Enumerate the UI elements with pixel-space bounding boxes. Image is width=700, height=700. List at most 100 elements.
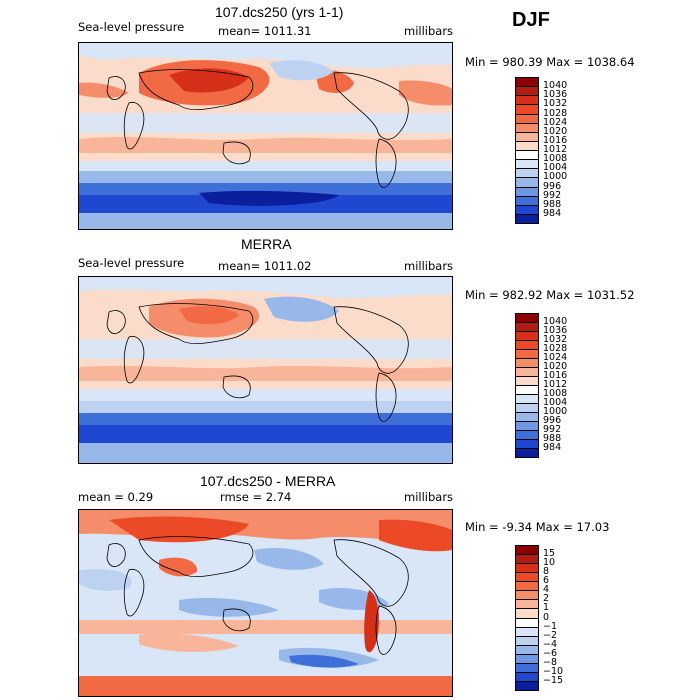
colorbar-swatch [515,177,539,188]
panel-2-mean: mean= 1011.02 [218,259,312,273]
colorbar-label: 984 [543,442,562,453]
panel-3-mean: mean = 0.29 [78,490,154,504]
colorbar-label: 996 [543,180,562,192]
colorbar-swatch [515,77,539,88]
colorbar-swatch [515,95,539,106]
colorbar-label: 10 [543,557,556,569]
colorbar-swatch [515,545,539,556]
colorbar-label: 15 [543,548,556,560]
colorbar-label: 1036 [543,89,568,101]
colorbar-swatch [515,113,539,124]
panel-2-minmax: Min = 982.92 Max = 1031.52 [465,288,635,302]
panel-3-colorbar: 15 10 8 6 4 2 1 0 −1 −2 −4 −6 −8 −10 −15 [515,545,595,691]
colorbar-label: 996 [543,415,562,426]
colorbar-label: 0 [543,611,550,623]
colorbar-swatch [515,617,539,628]
colorbar-label: 1016 [543,370,568,381]
colorbar-swatch [515,204,539,215]
colorbar-swatch [515,653,539,664]
colorbar-label: 6 [543,575,550,587]
panel-2-units: millibars [404,259,454,273]
colorbar-label: 1032 [543,98,568,110]
panel-1-mean: mean= 1011.31 [218,24,312,38]
colorbar-swatch [515,186,539,197]
panel-3-map [78,509,453,697]
colorbar-label: 1004 [543,162,568,174]
panel-2-left-label: Sea-level pressure [78,256,185,270]
colorbar-swatch [515,626,539,637]
colorbar-label: −4 [543,638,558,650]
colorbar-swatch [515,340,539,350]
colorbar-label: 1032 [543,334,568,345]
colorbar-swatch [515,412,539,422]
colorbar-swatch [515,635,539,646]
colorbar-label: 1000 [543,406,568,417]
colorbar-swatch [515,349,539,359]
panel-1-title: 107.dcs250 (yrs 1-1) [215,4,344,20]
colorbar-label: 1008 [543,153,568,165]
colorbar-swatch [515,322,539,332]
colorbar-label: 4 [543,584,550,596]
panel-2-colorbar: 1040 1036 1032 1028 1024 1020 1016 1012 1008 1004… [515,313,595,458]
colorbar-swatch [515,122,539,133]
colorbar-swatch [515,385,539,395]
colorbar-swatch [515,358,539,368]
colorbar-label: 1040 [543,316,568,327]
panel-2-contour-field [79,277,452,463]
colorbar-swatch [515,104,539,115]
colorbar-swatch [515,439,539,449]
panel-1-map [78,42,453,230]
colorbar-label: 1028 [543,343,568,354]
colorbar-label: −6 [543,647,558,659]
colorbar-swatch [515,159,539,170]
colorbar-label: 1020 [543,125,568,137]
colorbar-swatch [515,195,539,206]
colorbar-label: 1024 [543,352,568,363]
panel-1-minmax: Min = 980.39 Max = 1038.64 [465,55,635,69]
colorbar-label: −8 [543,656,558,668]
panel-1-contour-field [79,43,452,229]
colorbar-label: −1 [543,620,558,632]
colorbar-swatch [515,430,539,440]
colorbar-swatch [515,140,539,151]
colorbar-swatch [515,313,539,323]
colorbar-swatch [515,367,539,377]
colorbar-label: 1040 [543,80,568,92]
colorbar-label: 988 [543,433,562,444]
colorbar-label: 1 [543,602,550,614]
colorbar-label: 1000 [543,171,568,183]
colorbar-label: 8 [543,566,550,578]
colorbar-label: 1036 [543,325,568,336]
colorbar-label: 1012 [543,379,568,390]
colorbar-swatch [515,168,539,179]
colorbar-label: 1008 [543,388,568,399]
colorbar-label: −10 [543,665,564,677]
colorbar-swatch [515,150,539,161]
colorbar-swatch [515,608,539,619]
colorbar-swatch [515,213,539,224]
colorbar-label: −15 [543,674,564,686]
panel-3-rmse: rmse = 2.74 [220,490,292,504]
colorbar-label: 992 [543,424,562,435]
colorbar-label: 1016 [543,134,568,146]
panel-3-title: 107.dcs250 - MERRA [200,473,336,489]
colorbar-swatch [515,394,539,404]
colorbar-swatch [515,680,539,691]
colorbar-swatch [515,572,539,583]
colorbar-label: 984 [543,207,562,219]
panel-1-left-label: Sea-level pressure [78,20,185,34]
colorbar-label: 988 [543,198,562,210]
colorbar-label: 1020 [543,361,568,372]
colorbar-swatch [515,644,539,655]
colorbar-swatch [515,131,539,142]
colorbar-swatch [515,554,539,565]
colorbar-label: 1024 [543,116,568,128]
colorbar-label: −2 [543,629,558,641]
panel-3-minmax: Min = -9.34 Max = 17.03 [465,520,610,534]
colorbar-label: 1012 [543,144,568,155]
colorbar-label: 1028 [543,107,568,119]
colorbar-label: 1004 [543,397,568,408]
season-label: DJF [512,9,550,31]
colorbar-swatch [515,599,539,610]
colorbar-swatch [515,563,539,574]
